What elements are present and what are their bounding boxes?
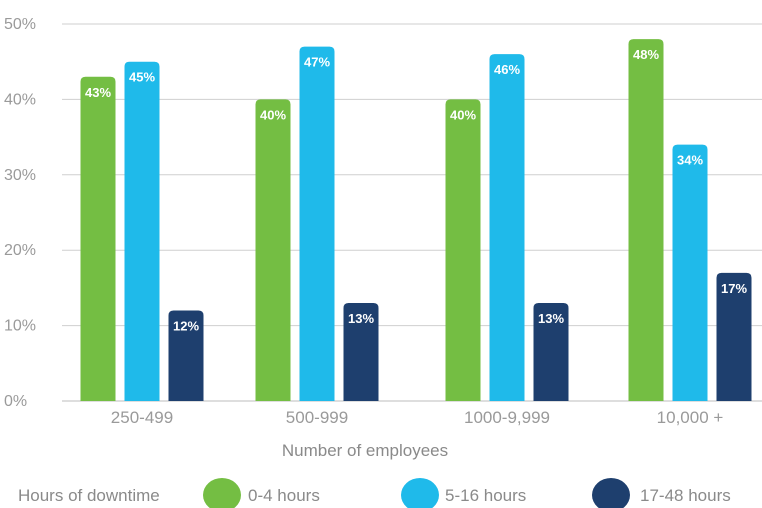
- bar: [489, 54, 525, 401]
- bar: [628, 39, 664, 401]
- bar-value-label: 40%: [450, 107, 476, 122]
- y-axis-ticks: 0% 10% 20% 30% 40% 50%: [4, 16, 36, 410]
- bar-value-label: 13%: [538, 311, 564, 326]
- bar-value-label: 48%: [633, 47, 659, 62]
- y-tick-label: 10%: [4, 318, 36, 335]
- y-tick-label: 0%: [4, 393, 27, 410]
- y-tick-label: 20%: [4, 242, 36, 259]
- bar: [80, 76, 116, 401]
- bar: [299, 46, 335, 402]
- legend: Hours of downtime 0-4 hours 5-16 hours 17-…: [18, 478, 731, 508]
- bar-value-label: 46%: [494, 62, 520, 77]
- bar-value-label: 34%: [677, 153, 703, 168]
- legend-swatch: [401, 478, 439, 508]
- x-tick-label: 1000-9,999: [464, 408, 550, 427]
- bar-value-label: 47%: [304, 55, 330, 70]
- x-tick-label: 10,000 +: [657, 408, 724, 427]
- bar-value-label: 40%: [260, 107, 286, 122]
- bar: [716, 272, 752, 401]
- y-tick-label: 30%: [4, 167, 36, 184]
- bar: [343, 302, 379, 401]
- legend-label: 0-4 hours: [248, 486, 320, 505]
- bar: [255, 99, 291, 402]
- x-tick-label: 500-999: [286, 408, 348, 427]
- bar: [124, 61, 160, 401]
- bar: [672, 144, 708, 401]
- legend-title: Hours of downtime: [18, 486, 160, 505]
- bar-value-label: 43%: [85, 85, 111, 100]
- y-tick-label: 40%: [4, 91, 36, 108]
- x-axis-title: Number of employees: [282, 441, 448, 460]
- bar-value-label: 45%: [129, 70, 155, 85]
- x-tick-label: 250-499: [111, 408, 173, 427]
- bar: [445, 99, 481, 402]
- legend-label: 17-48 hours: [640, 486, 731, 505]
- bars: 43% 45% 12% 40% 47% 13% 40% 46% 13% 48% 34% 17%: [80, 39, 752, 402]
- legend-label: 5-16 hours: [445, 486, 526, 505]
- bar-value-label: 13%: [348, 311, 374, 326]
- bar: [533, 302, 569, 401]
- bar-value-label: 12%: [173, 319, 199, 334]
- x-axis-categories: 250-499 500-999 1000-9,999 10,000 +: [111, 408, 724, 427]
- legend-swatch: [203, 478, 241, 508]
- bar: [168, 310, 204, 401]
- bar-value-label: 17%: [721, 281, 747, 296]
- y-tick-label: 50%: [4, 16, 36, 33]
- legend-swatch: [592, 478, 630, 508]
